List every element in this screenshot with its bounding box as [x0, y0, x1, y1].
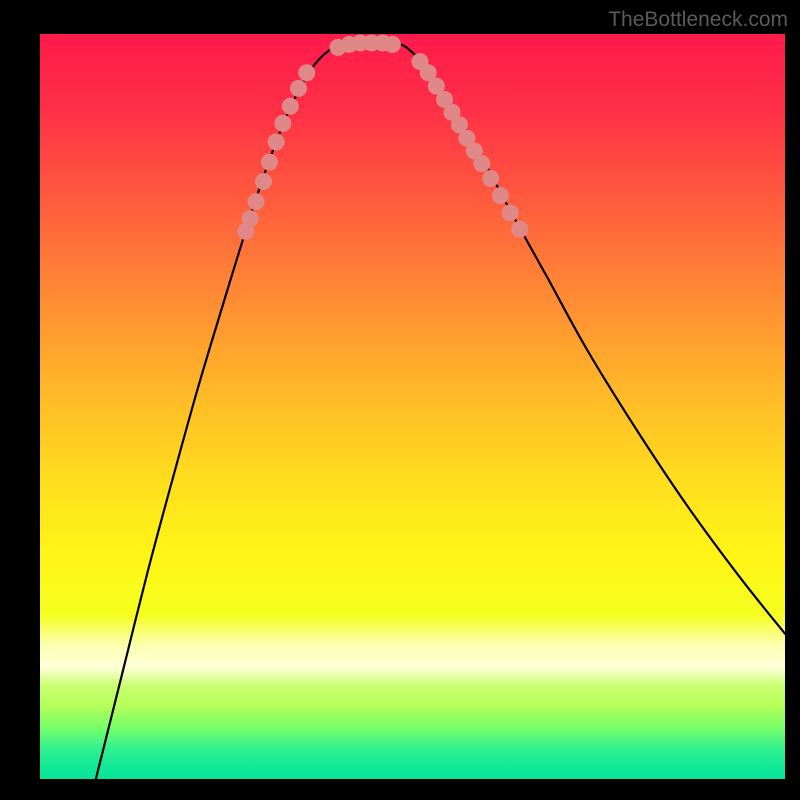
data-marker [290, 80, 307, 97]
chart-svg [40, 34, 785, 779]
data-marker [502, 204, 519, 221]
data-marker [473, 155, 490, 172]
plot-area [40, 34, 785, 779]
data-marker [492, 187, 509, 204]
chart-container: TheBottleneck.com [0, 0, 800, 800]
data-marker [268, 134, 285, 151]
watermark-text: TheBottleneck.com [608, 8, 788, 32]
data-marker [255, 173, 272, 190]
data-marker [261, 154, 278, 171]
data-marker [384, 36, 401, 53]
data-marker [482, 170, 499, 187]
data-marker [298, 64, 315, 81]
data-marker [242, 210, 259, 227]
data-marker [511, 221, 528, 238]
data-marker [248, 193, 265, 210]
data-marker [274, 115, 291, 132]
data-marker [282, 98, 299, 115]
